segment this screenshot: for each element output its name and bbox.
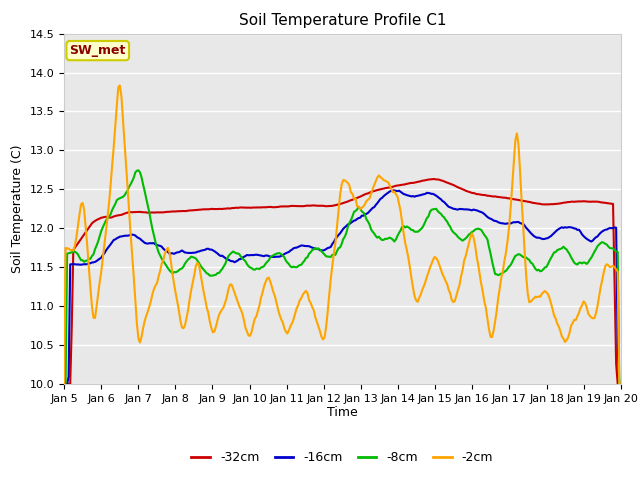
Legend: -32cm, -16cm, -8cm, -2cm: -32cm, -16cm, -8cm, -2cm bbox=[186, 446, 499, 469]
Title: Soil Temperature Profile C1: Soil Temperature Profile C1 bbox=[239, 13, 446, 28]
X-axis label: Time: Time bbox=[327, 407, 358, 420]
Y-axis label: Soil Temperature (C): Soil Temperature (C) bbox=[11, 144, 24, 273]
Text: SW_met: SW_met bbox=[70, 44, 126, 57]
